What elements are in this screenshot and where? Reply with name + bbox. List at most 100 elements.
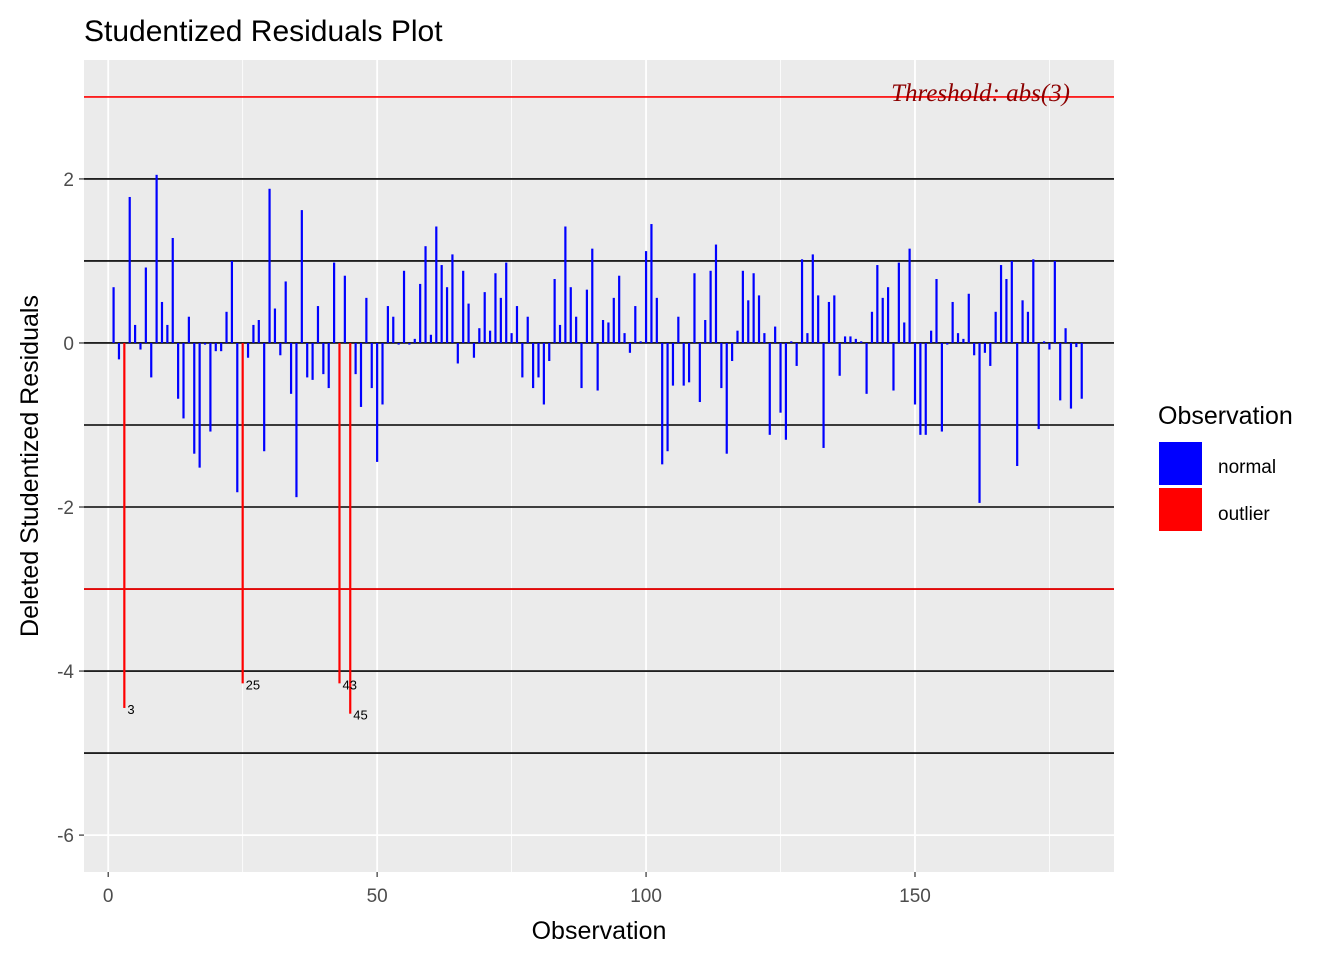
residual-bar	[930, 330, 933, 343]
legend-label-normal: normal	[1218, 457, 1276, 478]
residual-bar	[322, 342, 325, 375]
residual-bar	[553, 278, 556, 343]
residual-bar	[956, 333, 960, 343]
residual-bar	[182, 342, 185, 419]
residual-bar	[591, 248, 594, 343]
residual-bar	[359, 342, 363, 407]
residual-bar	[236, 342, 239, 493]
residual-bar	[558, 324, 562, 343]
residual-bar	[661, 342, 664, 465]
x-tick-label: 0	[103, 886, 114, 907]
residual-bar	[876, 265, 879, 343]
residual-bar	[392, 316, 395, 343]
residual-bar	[919, 342, 922, 435]
legend-swatch-outlier	[1159, 488, 1202, 531]
residual-bar	[246, 342, 250, 358]
residual-bar	[978, 342, 981, 503]
outlier-bar	[349, 342, 352, 714]
residual-bar	[698, 342, 701, 403]
legend-label-outlier: outlier	[1218, 504, 1270, 525]
y-axis-title: Deleted Studentized Residuals	[16, 295, 44, 637]
residual-bars	[112, 174, 1083, 714]
x-tick-label: 100	[630, 886, 662, 907]
residual-bar	[1053, 260, 1056, 343]
residual-bar	[999, 265, 1003, 343]
residual-bar	[397, 342, 400, 345]
residual-bar	[763, 333, 766, 343]
residual-bar	[472, 342, 476, 358]
residual-bar	[860, 341, 863, 343]
residual-bar	[596, 342, 599, 391]
residual-bar	[488, 330, 492, 343]
residual-bar	[435, 226, 438, 343]
residual-bar	[478, 328, 481, 343]
residual-bar	[677, 316, 680, 343]
residual-bar	[413, 338, 416, 343]
residual-bar	[467, 303, 470, 343]
residual-bar	[160, 301, 164, 343]
residual-bar	[381, 342, 384, 405]
residual-bar	[1080, 342, 1083, 399]
outlier-bar	[123, 342, 126, 708]
x-axis-title: Observation	[532, 917, 667, 945]
residual-bar	[295, 342, 298, 498]
residual-bar	[548, 342, 551, 362]
residual-bar	[865, 342, 868, 394]
residual-bar	[618, 275, 621, 343]
residual-bar	[720, 342, 723, 389]
residual-bar	[849, 336, 852, 343]
residual-bar	[704, 320, 707, 343]
residual-bar	[774, 326, 777, 343]
residual-bar	[827, 301, 831, 343]
residual-bar	[370, 342, 373, 389]
residual-bar	[494, 273, 497, 343]
residual-bar	[499, 297, 502, 343]
residual-bar	[1064, 328, 1067, 343]
residual-bar	[128, 196, 131, 343]
residual-bar	[177, 342, 180, 399]
plot-panel	[84, 60, 1114, 872]
residual-bar	[445, 287, 449, 343]
residual-bar	[209, 342, 212, 432]
residual-bar	[311, 342, 314, 380]
outlier-bar	[338, 342, 341, 684]
residual-bar	[671, 342, 675, 386]
residual-bar	[790, 341, 793, 343]
residual-bar	[806, 333, 809, 343]
residual-bar	[187, 316, 190, 343]
y-tick-label: 0	[63, 334, 74, 355]
residual-bar	[983, 342, 987, 353]
residual-bar	[193, 342, 196, 454]
residual-bar	[870, 311, 874, 343]
residual-bar	[634, 306, 637, 343]
residual-bar	[607, 322, 610, 343]
residual-bar	[376, 342, 379, 462]
residual-bar	[1016, 342, 1019, 466]
residual-bar	[784, 342, 788, 440]
residual-bar	[564, 226, 567, 343]
residual-bar	[268, 188, 271, 343]
residual-bar	[1005, 278, 1008, 343]
residual-bar	[225, 311, 228, 343]
residual-bar	[462, 270, 465, 343]
residual-bar	[112, 287, 115, 343]
outlier-label: 43	[342, 677, 356, 692]
residual-bar	[639, 341, 642, 343]
residual-bar	[687, 342, 691, 383]
residual-bar	[1075, 342, 1078, 348]
residual-bar	[833, 295, 836, 343]
residual-bar	[510, 333, 513, 343]
residual-bar	[429, 334, 433, 343]
residual-bar	[897, 262, 900, 343]
y-axis: -6 -4 -2 0 2	[57, 170, 84, 847]
residual-bar	[1059, 342, 1062, 401]
residual-bar	[924, 342, 927, 435]
residual-bar	[1042, 341, 1046, 343]
residual-bar	[273, 308, 277, 343]
legend: Observation normal outlier	[1158, 402, 1293, 531]
residual-bar	[714, 244, 718, 343]
x-axis: 0 50 100 150	[103, 872, 931, 907]
residual-bar	[133, 324, 137, 343]
residual-bar	[838, 342, 841, 376]
residual-bar	[892, 342, 895, 391]
